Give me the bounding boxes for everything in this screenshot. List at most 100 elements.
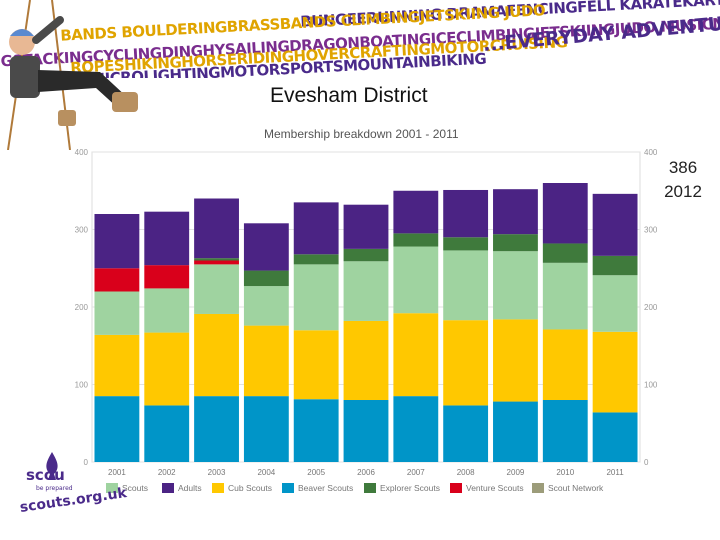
bar-segment-explorer-scouts xyxy=(243,270,289,287)
bar-segment-cub-scouts xyxy=(493,319,538,402)
legend-swatch xyxy=(106,483,118,493)
y-tick-label-left: 200 xyxy=(75,303,89,312)
bar-segment-beaver-scouts xyxy=(592,412,638,462)
bar-segment-scouts xyxy=(443,250,489,321)
y-tick-label-right: 100 xyxy=(644,381,658,390)
bar-segment-beaver-scouts xyxy=(293,399,339,462)
bar-segment-beaver-scouts xyxy=(493,401,538,462)
chart-title: Membership breakdown 2001 - 2011 xyxy=(264,127,459,141)
bar-segment-beaver-scouts xyxy=(542,400,588,462)
bar-segment-adults xyxy=(592,193,638,256)
scouts-logo: scou be prepared xyxy=(26,452,73,492)
bar-segment-cub-scouts xyxy=(592,331,638,413)
bar-segment-beaver-scouts xyxy=(243,396,289,462)
bar-segment-cub-scouts xyxy=(293,330,339,400)
callout-year: 2012 xyxy=(664,182,702,201)
legend-swatch xyxy=(364,483,376,493)
bar-segment-scouts xyxy=(144,288,190,333)
x-tick-label: 2002 xyxy=(158,468,176,477)
bar-segment-venture-scouts xyxy=(94,268,140,292)
climber-illustration xyxy=(7,0,138,150)
x-tick-label: 2009 xyxy=(507,468,525,477)
legend-label: Adults xyxy=(178,483,202,493)
y-tick-label-left: 100 xyxy=(75,381,89,390)
bar-segment-explorer-scouts xyxy=(443,237,489,251)
logo-tagline: be prepared xyxy=(36,485,73,492)
x-tick-label: 2011 xyxy=(606,468,624,477)
bar-segment-adults xyxy=(443,189,489,238)
callout-value: 386 xyxy=(668,158,698,177)
y-tick-label-right: 300 xyxy=(644,226,658,235)
bar-segment-scouts xyxy=(493,251,538,320)
bar-segment-scouts xyxy=(194,264,239,314)
page-title: Evesham District xyxy=(270,84,428,107)
y-tick-label-right: 0 xyxy=(644,458,649,467)
x-tick-label: 2003 xyxy=(208,468,226,477)
bar-segment-scouts xyxy=(293,264,339,331)
bar-segment-adults xyxy=(243,223,289,271)
bar-segment-explorer-scouts xyxy=(194,258,239,261)
y-tick-label-right: 400 xyxy=(644,148,658,157)
bar-segment-cub-scouts xyxy=(343,320,389,400)
legend-label: Beaver Scouts xyxy=(298,483,353,493)
bar-segment-explorer-scouts xyxy=(493,234,538,252)
legend-swatch xyxy=(162,483,174,493)
bar-segment-scouts xyxy=(343,261,389,321)
bar-segment-cub-scouts xyxy=(393,313,439,397)
logo-text: scou xyxy=(26,466,65,484)
bar-segment-adults xyxy=(542,183,588,244)
bar-segment-adults xyxy=(144,211,190,266)
x-tick-label: 2008 xyxy=(457,468,475,477)
bar-segment-scouts xyxy=(542,262,588,330)
legend-label: Scout Network xyxy=(548,483,604,493)
bar-segment-cub-scouts xyxy=(94,334,140,397)
bar-segment-cub-scouts xyxy=(542,329,588,400)
bar-segment-beaver-scouts xyxy=(94,396,140,462)
bar-segment-explorer-scouts xyxy=(393,233,439,247)
bar-segment-explorer-scouts xyxy=(293,254,339,265)
bar-segment-beaver-scouts xyxy=(144,405,190,462)
bar-segment-beaver-scouts xyxy=(194,396,239,462)
bar-segment-cub-scouts xyxy=(144,332,190,406)
bar-segment-explorer-scouts xyxy=(592,255,638,276)
bar-segment-adults xyxy=(94,214,140,269)
bar-segment-cub-scouts xyxy=(243,325,289,397)
x-tick-label: 2006 xyxy=(357,468,375,477)
bar-segment-scouts xyxy=(592,275,638,332)
bar-segment-explorer-scouts xyxy=(343,248,389,262)
legend-label: Explorer Scouts xyxy=(380,483,440,493)
y-tick-label-left: 0 xyxy=(84,458,89,467)
y-tick-label-right: 200 xyxy=(644,303,658,312)
bar-segment-scouts xyxy=(393,246,439,314)
y-tick-label-left: 400 xyxy=(75,148,89,157)
bar-segment-adults xyxy=(194,198,239,259)
bar-segment-beaver-scouts xyxy=(343,400,389,462)
bar-segment-cub-scouts xyxy=(443,320,489,406)
bar-segment-scouts xyxy=(94,291,140,335)
bar-segment-beaver-scouts xyxy=(393,396,439,462)
bar-segment-beaver-scouts xyxy=(443,405,489,462)
y-tick-label-left: 300 xyxy=(75,226,89,235)
bar-segment-adults xyxy=(343,204,389,249)
bar-segment-venture-scouts xyxy=(144,265,190,289)
legend-swatch xyxy=(532,483,544,493)
legend-swatch xyxy=(450,483,462,493)
legend-swatch xyxy=(282,483,294,493)
bar-segment-adults xyxy=(293,202,339,255)
x-tick-label: 2001 xyxy=(108,468,126,477)
bar-segment-explorer-scouts xyxy=(542,243,588,263)
bar-segment-scouts xyxy=(243,286,289,326)
legend-label: Cub Scouts xyxy=(228,483,272,493)
member-count-callout: 386 2012 xyxy=(650,156,716,204)
bar-segment-venture-scouts xyxy=(194,260,239,265)
legend-swatch xyxy=(212,483,224,493)
legend-label: Venture Scouts xyxy=(466,483,524,493)
membership-chart: Membership breakdown 2001 - 2011 0 0 100 100… xyxy=(75,127,658,493)
legend-label: Scouts xyxy=(122,483,148,493)
x-tick-label: 2005 xyxy=(307,468,325,477)
x-tick-label: 2010 xyxy=(556,468,574,477)
bar-segment-adults xyxy=(493,189,538,235)
x-tick-label: 2007 xyxy=(407,468,425,477)
bar-segment-cub-scouts xyxy=(194,313,239,397)
bar-segment-adults xyxy=(393,190,439,234)
